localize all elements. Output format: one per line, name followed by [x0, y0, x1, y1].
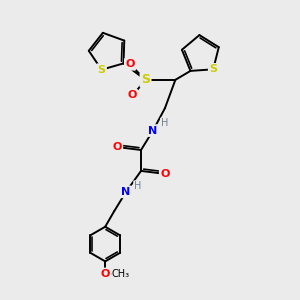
Text: S: S	[141, 73, 150, 86]
Text: O: O	[128, 90, 137, 100]
Text: N: N	[122, 187, 131, 197]
Text: O: O	[160, 169, 170, 179]
Text: H: H	[160, 118, 168, 128]
Text: S: S	[98, 65, 106, 75]
Text: N: N	[148, 126, 158, 136]
Text: CH₃: CH₃	[112, 269, 130, 279]
Text: S: S	[209, 64, 217, 74]
Text: O: O	[100, 269, 110, 279]
Text: H: H	[134, 181, 141, 191]
Text: O: O	[112, 142, 122, 152]
Text: O: O	[125, 59, 135, 69]
